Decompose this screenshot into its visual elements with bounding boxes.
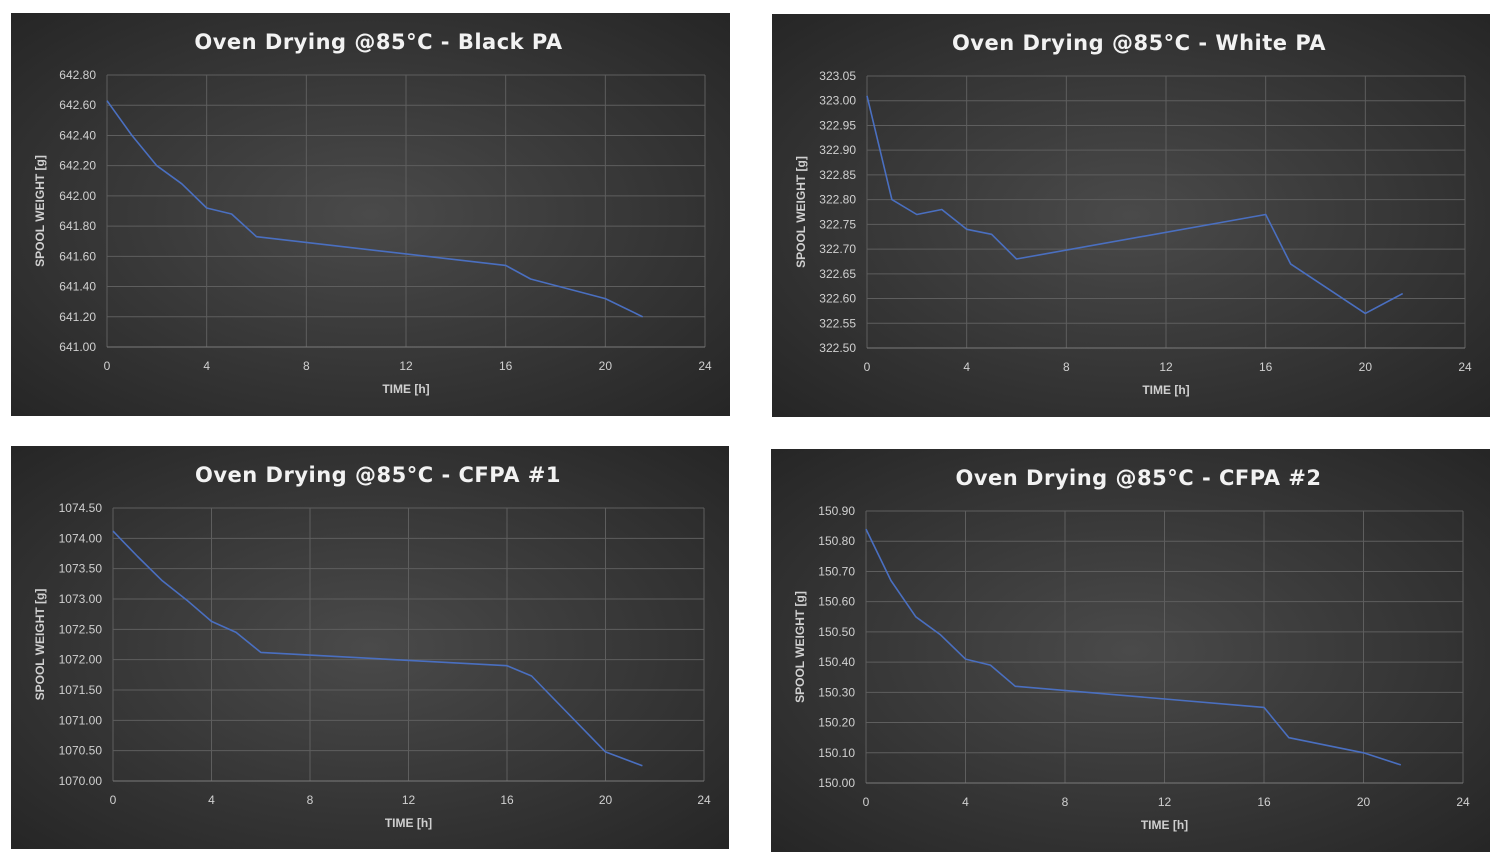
y-tick-label: 1071.50 (59, 683, 103, 697)
x-tick-label: 0 (110, 793, 117, 807)
x-tick-label: 24 (698, 359, 712, 373)
y-tick-label: 150.70 (818, 564, 855, 578)
chart-panel-white-pa: Oven Drying @85°C - White PA 322.50 322.55… (772, 14, 1490, 417)
y-tick-label: 322.55 (819, 316, 856, 330)
y-tick-label: 322.95 (819, 118, 856, 132)
y-tick-label: 641.00 (59, 340, 96, 354)
x-axis-label: TIME [h] (1142, 383, 1189, 397)
chart-background (771, 449, 1490, 852)
chart-panel-cfpa-1: Oven Drying @85°C - CFPA #1 1070.00 1070.5… (11, 446, 729, 849)
y-tick-label: 642.60 (59, 98, 96, 112)
x-tick-label: 20 (1357, 795, 1371, 809)
chart-panel-cfpa-2: Oven Drying @85°C - CFPA #2 150.00 150.10 1… (771, 449, 1490, 852)
y-tick-label: 150.20 (818, 716, 855, 730)
x-tick-label: 24 (697, 793, 711, 807)
series-line (866, 95, 1404, 315)
y-tick-label: 323.00 (819, 94, 856, 108)
series-line (865, 528, 1402, 766)
chart-svg: Oven Drying @85°C - White PA 322.50 322.55… (772, 14, 1490, 417)
y-axis-label: SPOOL WEIGHT [g] (793, 591, 807, 703)
y-tick-label: 1070.00 (59, 774, 103, 788)
x-axis-label: TIME [h] (1141, 818, 1188, 832)
y-tick-label: 642.20 (59, 159, 96, 173)
x-tick-label: 0 (864, 360, 871, 374)
x-tick-label: 12 (1159, 360, 1173, 374)
y-tick-label: 323.05 (819, 69, 856, 83)
y-axis-label: SPOOL WEIGHT [g] (794, 156, 808, 268)
y-tick-label: 322.60 (819, 292, 856, 306)
y-tick-label: 150.80 (818, 534, 855, 548)
chart-panel-black-pa: Oven Drying @85°C - Black PA 641.00 641.20… (11, 13, 730, 416)
x-tick-label: 24 (1458, 360, 1472, 374)
y-tick-label: 641.80 (59, 219, 96, 233)
y-tick-label: 641.20 (59, 310, 96, 324)
x-tick-label: 12 (402, 793, 416, 807)
y-tick-label: 322.50 (819, 341, 856, 355)
chart-svg: Oven Drying @85°C - Black PA 641.00 641.20… (11, 13, 730, 416)
y-tick-label: 1072.00 (59, 653, 103, 667)
y-tick-label: 150.10 (818, 746, 855, 760)
x-axis-label: TIME [h] (382, 382, 429, 396)
x-tick-label: 8 (307, 793, 314, 807)
y-axis-label: SPOOL WEIGHT [g] (33, 155, 47, 267)
y-tick-label: 322.80 (819, 193, 856, 207)
y-tick-label: 1071.00 (59, 713, 103, 727)
x-tick-label: 4 (963, 360, 970, 374)
y-axis-label: SPOOL WEIGHT [g] (33, 589, 47, 701)
y-tick-label: 150.30 (818, 685, 855, 699)
y-tick-label: 1072.50 (59, 622, 103, 636)
x-tick-label: 16 (1259, 360, 1273, 374)
y-tick-label: 642.00 (59, 189, 96, 203)
x-tick-label: 8 (1062, 795, 1069, 809)
y-tick-label: 642.80 (59, 68, 96, 82)
y-tick-label: 322.85 (819, 168, 856, 182)
chart-svg: Oven Drying @85°C - CFPA #2 150.00 150.10 1… (771, 449, 1490, 852)
x-tick-label: 16 (500, 793, 514, 807)
y-tick-label: 322.90 (819, 143, 856, 157)
chart-title: Oven Drying @85°C - White PA (952, 31, 1326, 55)
chart-title: Oven Drying @85°C - CFPA #2 (956, 466, 1322, 490)
series-line (112, 530, 643, 767)
x-tick-label: 20 (599, 359, 613, 373)
y-tick-label: 150.60 (818, 595, 855, 609)
y-tick-label: 150.50 (818, 625, 855, 639)
x-tick-label: 4 (962, 795, 969, 809)
y-tick-label: 322.65 (819, 267, 856, 281)
y-tick-label: 641.60 (59, 249, 96, 263)
x-tick-label: 20 (599, 793, 613, 807)
y-tick-label: 641.40 (59, 280, 96, 294)
y-tick-label: 642.40 (59, 128, 96, 142)
chart-title: Oven Drying @85°C - Black PA (194, 30, 563, 54)
x-tick-label: 8 (303, 359, 310, 373)
x-tick-label: 24 (1456, 795, 1470, 809)
x-tick-label: 0 (863, 795, 870, 809)
x-tick-label: 0 (104, 359, 111, 373)
y-tick-label: 1070.50 (59, 744, 103, 758)
chart-background (11, 446, 729, 849)
y-tick-label: 150.00 (818, 776, 855, 790)
x-tick-label: 12 (399, 359, 413, 373)
y-tick-label: 150.40 (818, 655, 855, 669)
y-tick-label: 1074.00 (59, 531, 103, 545)
y-tick-label: 322.75 (819, 217, 856, 231)
series-line (106, 100, 644, 318)
chart-background (11, 13, 730, 416)
x-tick-label: 12 (1158, 795, 1172, 809)
x-tick-label: 4 (203, 359, 210, 373)
chart-title: Oven Drying @85°C - CFPA #1 (195, 463, 561, 487)
x-tick-label: 8 (1063, 360, 1070, 374)
y-tick-label: 1073.50 (59, 562, 103, 576)
x-axis-label: TIME [h] (385, 816, 432, 830)
x-tick-label: 16 (499, 359, 513, 373)
chart-svg: Oven Drying @85°C - CFPA #1 1070.00 1070.5… (11, 446, 729, 849)
x-tick-label: 16 (1257, 795, 1271, 809)
y-tick-label: 150.90 (818, 504, 855, 518)
y-tick-label: 1073.00 (59, 592, 103, 606)
y-tick-label: 1074.50 (59, 501, 103, 515)
chart-background (772, 14, 1490, 417)
x-tick-label: 20 (1359, 360, 1373, 374)
y-tick-label: 322.70 (819, 242, 856, 256)
x-tick-label: 4 (208, 793, 215, 807)
